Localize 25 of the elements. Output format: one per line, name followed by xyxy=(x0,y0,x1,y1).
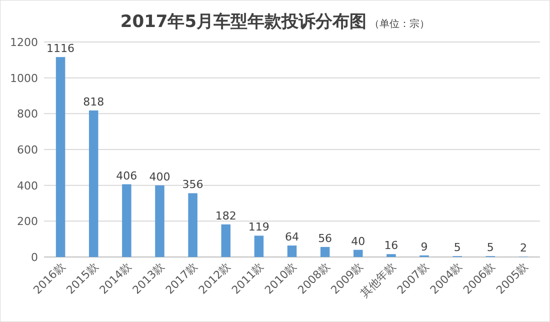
data-label: 56 xyxy=(318,232,332,245)
data-label: 356 xyxy=(182,178,204,192)
data-label: 119 xyxy=(248,220,270,234)
chart-title: 2017年5月车型年款投诉分布图 xyxy=(120,12,367,32)
data-label: 5 xyxy=(454,241,461,254)
data-label: 182 xyxy=(215,209,236,222)
subtitle: （单位：宗） xyxy=(370,19,430,30)
data-label: 64 xyxy=(285,230,299,244)
y-tick-label: 200 xyxy=(17,215,38,228)
data-label: 5 xyxy=(486,241,494,254)
y-tick-label: 1200 xyxy=(10,36,38,49)
y-tick-label: 600 xyxy=(17,144,38,156)
data-label: 406 xyxy=(116,169,138,182)
data-label: 2 xyxy=(520,242,527,255)
data-label: 16 xyxy=(384,239,398,252)
y-tick-label: 0 xyxy=(31,251,38,264)
data-label: 818 xyxy=(83,95,104,108)
data-label: 400 xyxy=(149,170,170,184)
y-tick-label: 1000 xyxy=(10,72,38,85)
data-label: 40 xyxy=(351,234,366,248)
title: 2017年5月车型年款投诉分布图 （单位：宗） xyxy=(120,12,430,32)
y-tick-label: 400 xyxy=(17,179,38,192)
data-label: 1116 xyxy=(46,42,75,56)
data-label: 9 xyxy=(420,240,428,254)
y-tick-label: 800 xyxy=(17,108,38,121)
